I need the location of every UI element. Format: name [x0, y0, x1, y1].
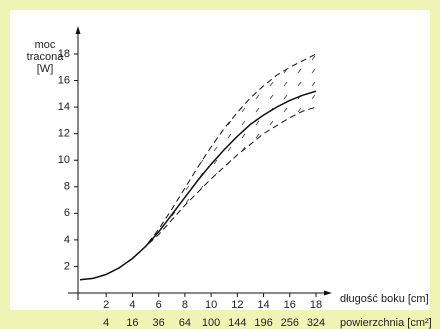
- x-tick-label: 8: [182, 299, 188, 311]
- x-label: długość boku [cm]: [340, 293, 429, 305]
- x-arrow: [324, 290, 332, 296]
- x-tick-label: 10: [205, 299, 217, 311]
- y-tick-label: 6: [64, 207, 70, 219]
- y-label: moc: [35, 39, 56, 51]
- x-tick-label: 4: [129, 299, 135, 311]
- x-tick-label: 18: [310, 299, 322, 311]
- y-tick-label: 16: [58, 74, 70, 86]
- y-tick-label: 10: [58, 154, 70, 166]
- y-tick-label: 2: [64, 260, 70, 272]
- x2-tick-label: 256: [281, 317, 299, 329]
- x2-tick-label: 4: [103, 317, 109, 329]
- x2-tick-label: 16: [126, 317, 138, 329]
- y-tick-label: 14: [58, 101, 70, 113]
- y-tick-label: 8: [64, 181, 70, 193]
- y-tick-label: 12: [58, 128, 70, 140]
- line: [79, 106, 317, 281]
- x-tick-label: 14: [257, 299, 269, 311]
- y-label: tracona: [27, 51, 65, 63]
- x2-tick-label: 196: [254, 317, 272, 329]
- x2-tick-label: 100: [202, 317, 220, 329]
- x-tick-label: 12: [231, 299, 243, 311]
- y-label: [W]: [37, 63, 54, 75]
- y-tick-label: 18: [58, 48, 70, 60]
- x2-label: powierzchnia [cm²]: [340, 317, 432, 329]
- x-tick-label: 2: [103, 299, 109, 311]
- x-tick-label: 6: [156, 299, 162, 311]
- x2-tick-label: 144: [228, 317, 246, 329]
- x2-tick-label: 64: [179, 317, 191, 329]
- x2-tick-label: 36: [153, 317, 165, 329]
- x-tick-label: 16: [284, 299, 296, 311]
- x2-tick-label: 324: [307, 317, 325, 329]
- y-arrow: [75, 26, 81, 34]
- y-tick-label: 4: [64, 234, 70, 246]
